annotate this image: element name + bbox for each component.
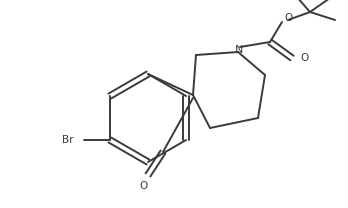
Text: O: O bbox=[300, 53, 308, 63]
Text: O: O bbox=[139, 181, 147, 191]
Text: Br: Br bbox=[62, 135, 74, 145]
Text: N: N bbox=[235, 45, 243, 55]
Text: O: O bbox=[284, 13, 292, 23]
